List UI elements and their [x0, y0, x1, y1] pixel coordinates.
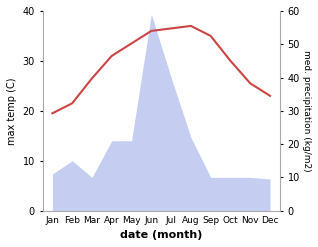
Y-axis label: med. precipitation (kg/m2): med. precipitation (kg/m2) [302, 50, 311, 172]
X-axis label: date (month): date (month) [120, 230, 203, 240]
Y-axis label: max temp (C): max temp (C) [7, 77, 17, 144]
